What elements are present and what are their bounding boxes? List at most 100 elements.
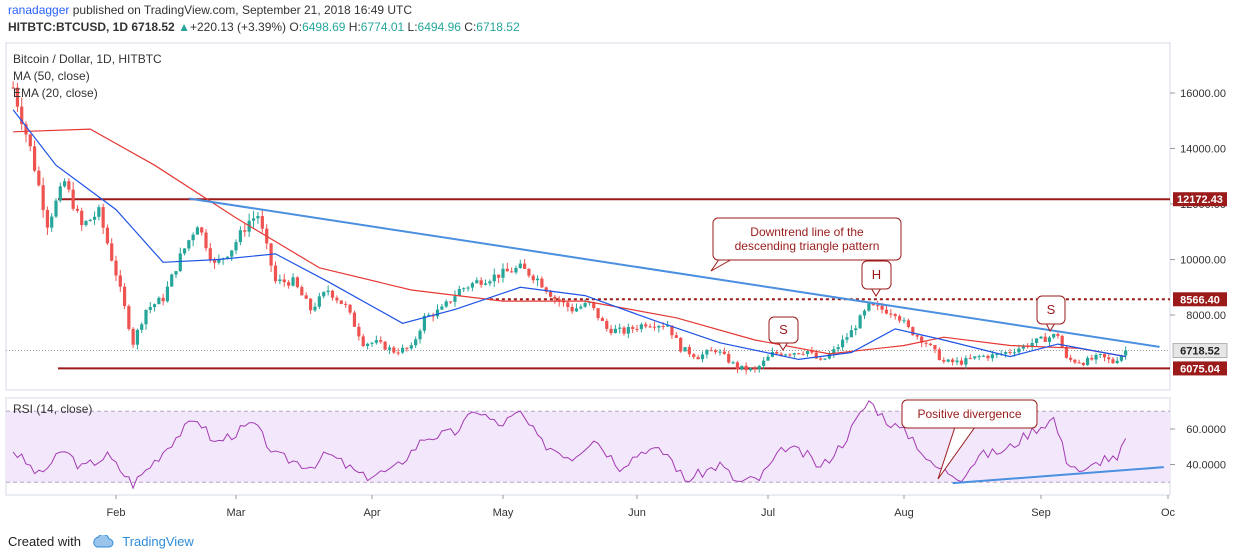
candle-body — [339, 300, 343, 304]
candle-body — [144, 309, 148, 325]
candle-body — [557, 299, 561, 302]
candle-body — [291, 277, 295, 286]
ma-50-line — [13, 128, 1126, 358]
candle-body — [1107, 357, 1111, 360]
candle-body — [788, 354, 792, 356]
candle-body — [871, 303, 875, 306]
candle-body — [1069, 357, 1073, 360]
candle-body — [548, 291, 553, 297]
head-label-text: H — [872, 267, 881, 282]
candle-body — [80, 210, 84, 226]
candle-body — [748, 368, 753, 371]
candle-body — [814, 352, 818, 359]
candle-body — [475, 280, 479, 284]
candle-body — [1119, 355, 1124, 361]
candle-body — [1094, 354, 1098, 360]
x-tick-label: Sep — [1031, 507, 1051, 519]
right-shoulder-label-box — [1036, 295, 1066, 325]
candle-body — [933, 345, 937, 350]
rsi-y-tick-label: 40.0000 — [1186, 460, 1226, 472]
candle-body — [1008, 352, 1012, 354]
candle-body — [308, 298, 313, 311]
created-with-label: Created with — [8, 534, 81, 549]
candle-body — [396, 352, 400, 354]
candle-body — [683, 347, 687, 352]
candle-body — [990, 354, 994, 359]
candle-body — [492, 274, 496, 282]
candle-body — [300, 287, 304, 296]
candle-body — [234, 242, 238, 251]
price-tag-label: 12172.43 — [1177, 194, 1223, 206]
candle-body — [97, 207, 101, 217]
candle-body — [505, 268, 509, 272]
candle-body — [605, 320, 609, 329]
tradingview-brand-link[interactable]: TradingView — [122, 534, 194, 549]
candle-body — [915, 335, 919, 337]
x-tick-label: Mar — [227, 507, 246, 519]
candle-body — [531, 275, 535, 281]
candle-body — [1030, 342, 1034, 347]
downtrend-line — [188, 197, 1160, 348]
candle-body — [1102, 354, 1107, 358]
author-link[interactable]: ranadagger — [8, 3, 70, 17]
candle-body — [596, 308, 600, 319]
candle-body — [304, 295, 308, 299]
candle-body — [705, 350, 709, 355]
publish-line: ranadagger published on TradingView.com,… — [8, 3, 412, 17]
candle-body — [977, 356, 981, 358]
candle-body — [1043, 336, 1047, 342]
candle-body — [435, 309, 440, 317]
candle-body — [700, 354, 705, 360]
price-y-tick-label: 8000.00 — [1186, 310, 1226, 322]
chart-title: Bitcoin / Dollar, 1D, HITBTC — [13, 52, 162, 66]
candle-body — [920, 336, 924, 343]
candle-body — [1081, 362, 1085, 366]
x-tick-label: Jul — [761, 507, 775, 519]
candle-body — [779, 353, 783, 356]
candle-body — [348, 304, 352, 313]
candle-body — [479, 280, 483, 285]
candle-body — [84, 221, 88, 226]
candle-body — [583, 303, 587, 307]
candle-body — [898, 316, 902, 321]
published-text: published on TradingView.com, September … — [72, 3, 413, 17]
close-label: C: — [464, 20, 477, 34]
candle-body — [28, 134, 32, 147]
price-tag-support — [1173, 361, 1227, 376]
candle-body — [679, 337, 683, 352]
candle-body — [170, 274, 174, 287]
candle-body — [392, 347, 396, 353]
candle-body — [352, 312, 357, 327]
candle-body — [810, 351, 814, 353]
price-panel-frame — [5, 42, 1171, 391]
candle-body — [639, 324, 643, 330]
candle-body — [514, 267, 518, 273]
candle-body — [766, 356, 770, 361]
candle-body — [131, 328, 135, 345]
footer: Created with TradingView — [8, 533, 194, 551]
head-label-box — [861, 260, 892, 290]
candle-body — [823, 358, 827, 360]
candle-body — [191, 234, 195, 241]
candle-body — [973, 356, 977, 359]
candle-body — [523, 263, 527, 269]
candle-body — [344, 303, 348, 305]
candle-body — [488, 281, 492, 284]
candle-body — [906, 320, 911, 327]
downtrend-callout-box — [712, 217, 902, 261]
high-label: H: — [348, 20, 361, 34]
candle-body — [1090, 357, 1094, 360]
candle-body — [535, 278, 540, 281]
candle-body — [204, 232, 208, 249]
candle-body — [140, 324, 144, 330]
candle-body — [405, 347, 409, 349]
candle-body — [955, 360, 959, 363]
candle-body — [951, 359, 955, 363]
low-label: L: — [407, 20, 418, 34]
candle-body — [757, 365, 761, 370]
candle-body — [849, 330, 853, 338]
x-tick-label: May — [493, 507, 514, 519]
candle-body — [579, 306, 583, 309]
candle-body — [383, 341, 387, 350]
